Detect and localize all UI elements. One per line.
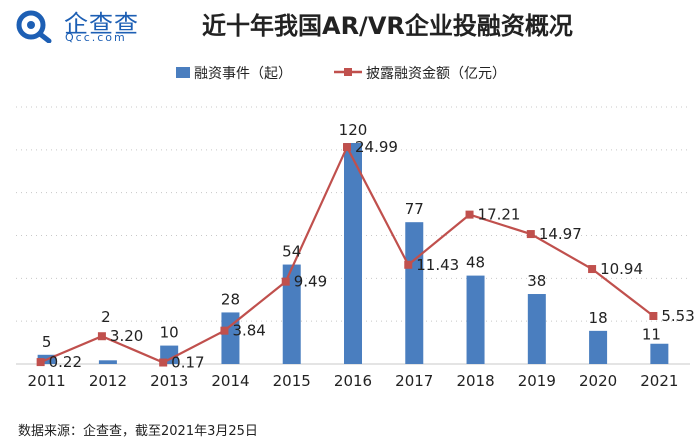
line-value-label: 5.53 <box>661 307 694 325</box>
line-marker <box>36 358 45 367</box>
legend-line-marker <box>344 68 352 76</box>
data-labels: 5 2 10 28 54 120 77 48 38 18 11 0.22 3.20 0.17 3.84 9.4… <box>42 121 695 372</box>
line-marker <box>281 277 290 286</box>
bar-value-label: 18 <box>589 309 608 327</box>
x-tick-label: 2011 <box>28 372 66 390</box>
bar <box>282 264 301 364</box>
bar-value-label: 28 <box>221 290 240 308</box>
line-marker <box>343 143 351 152</box>
bar-series <box>37 143 669 364</box>
legend: 融资事件（起） 披露融资金额（亿元） <box>176 66 506 82</box>
line-marker <box>649 311 658 320</box>
line-value-label: 0.22 <box>49 353 82 371</box>
line-marker <box>159 358 168 367</box>
line-value-label: 0.17 <box>171 354 204 372</box>
x-tick-label: 2013 <box>150 372 188 390</box>
line-value-label: 14.97 <box>539 225 582 243</box>
bar-value-label: 38 <box>527 272 546 290</box>
chart: 融资事件（起） 披露融资金额（亿元） 5 2 10 28 54 120 77 48 38 18 11… <box>16 66 695 390</box>
bar-value-label: 10 <box>160 324 179 342</box>
bar-value-label: 120 <box>339 121 368 139</box>
x-axis: 2011 2012 2013 2014 2015 2016 2017 2018 2019 2020… <box>28 372 679 390</box>
x-tick-label: 2018 <box>456 372 494 390</box>
line-value-label: 17.21 <box>478 206 521 224</box>
line-marker <box>465 210 474 219</box>
bar <box>466 275 485 364</box>
header: 企查查 Qcc.com 近十年我国AR/VR企业投融资概况 <box>0 0 700 46</box>
bar <box>405 222 424 364</box>
x-tick-label: 2017 <box>395 372 433 390</box>
bar <box>589 330 608 364</box>
line-value-label: 3.20 <box>110 327 143 345</box>
legend-bar-swatch <box>176 67 190 78</box>
bar <box>527 294 546 364</box>
x-tick-label: 2015 <box>273 372 311 390</box>
line-value-label: 10.94 <box>600 260 643 278</box>
line-marker <box>588 265 597 274</box>
x-tick-label: 2020 <box>579 372 617 390</box>
bar-value-label: 54 <box>282 243 301 261</box>
bar-value-label: 11 <box>642 326 661 344</box>
logo-text: 企查查 <box>64 10 139 38</box>
logo-domain: Qcc.com <box>65 31 127 44</box>
bar-value-label: 2 <box>101 308 111 326</box>
line-marker <box>97 332 106 341</box>
line-value-label: 9.49 <box>294 273 327 291</box>
bar <box>221 312 240 364</box>
bar <box>344 143 362 364</box>
bar <box>650 343 669 364</box>
line-marker <box>220 326 229 335</box>
bar <box>98 360 117 364</box>
bar-value-label: 48 <box>466 254 485 272</box>
x-tick-label: 2014 <box>211 372 249 390</box>
x-tick-label: 2021 <box>640 372 678 390</box>
bar-value-label: 5 <box>42 333 52 351</box>
line-value-label: 3.84 <box>232 322 265 340</box>
line-value-label: 11.43 <box>416 256 459 274</box>
bar-value-label: 77 <box>405 200 424 218</box>
x-tick-label: 2012 <box>89 372 127 390</box>
x-tick-label: 2016 <box>334 372 372 390</box>
line-value-label: 24.99 <box>355 138 398 156</box>
line-marker <box>404 260 413 269</box>
legend-line-label: 披露融资金额（亿元） <box>366 66 506 82</box>
chart-title: 近十年我国AR/VR企业投融资概况 <box>202 12 573 40</box>
legend-bar-label: 融资事件（起） <box>194 66 292 82</box>
qcc-logo-icon <box>16 10 52 43</box>
line-series <box>36 143 658 367</box>
line-marker <box>526 230 535 239</box>
source-note: 数据来源：企查查，截至2021年3月25日 <box>18 424 258 439</box>
x-tick-label: 2019 <box>518 372 556 390</box>
